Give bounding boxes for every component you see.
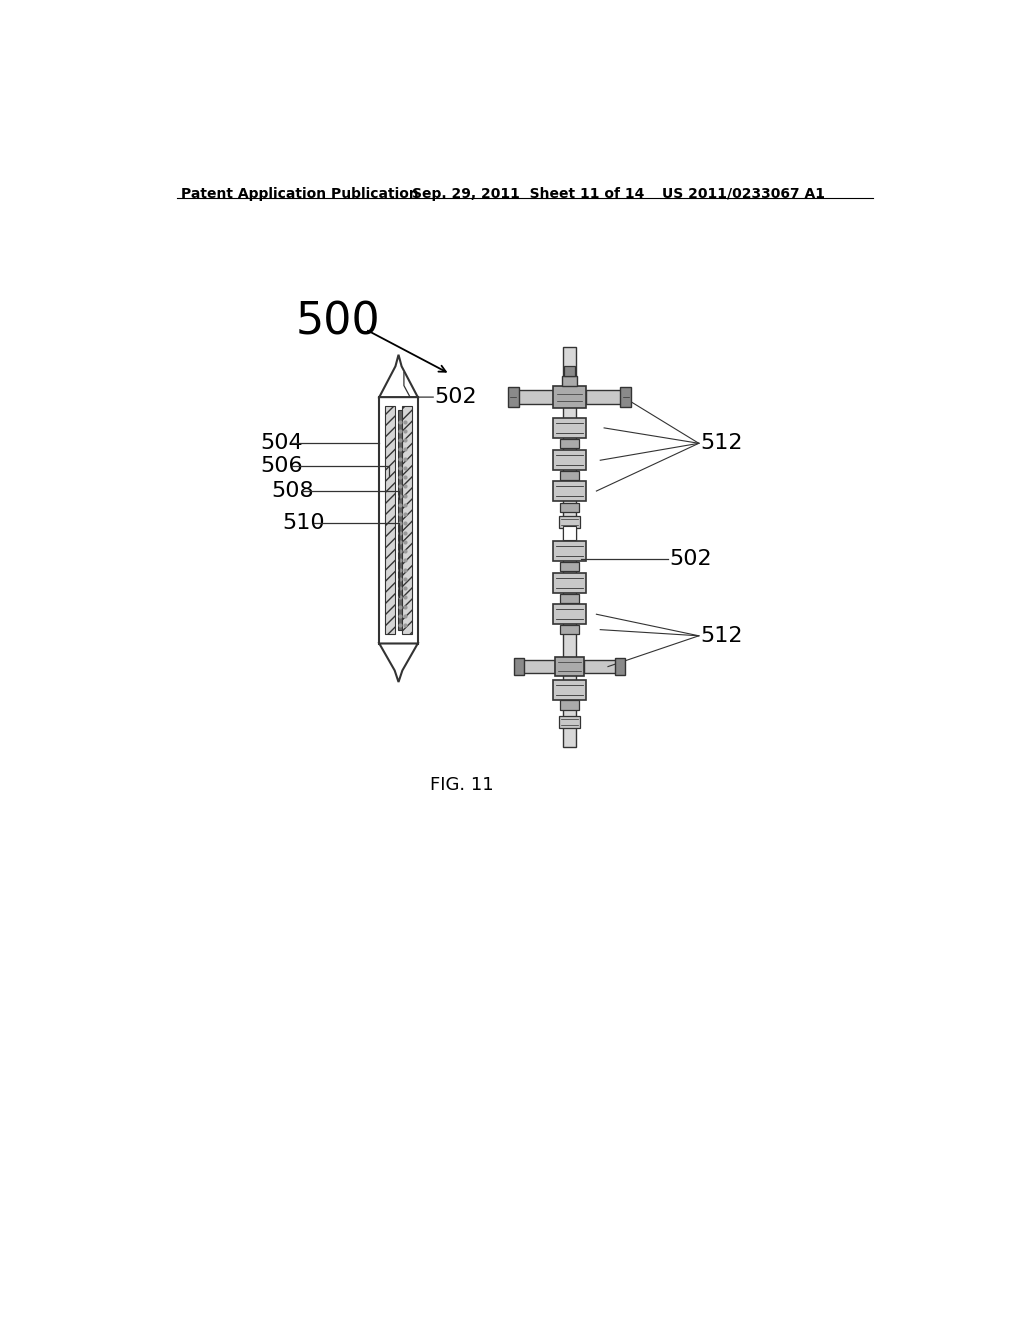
Bar (519, 660, 555, 673)
Bar (562, 347, 577, 747)
Bar (560, 626, 579, 635)
Bar (553, 605, 587, 624)
Text: 512: 512 (700, 433, 742, 453)
Polygon shape (379, 644, 418, 682)
Text: 502: 502 (670, 549, 712, 569)
Bar (560, 471, 579, 480)
Text: 510: 510 (283, 512, 325, 532)
Bar (560, 503, 579, 512)
Text: 502: 502 (435, 387, 477, 407)
Bar (560, 562, 579, 572)
Bar (560, 701, 579, 710)
Bar (508, 387, 518, 407)
Bar (553, 541, 587, 561)
Bar (553, 680, 587, 700)
Bar (564, 367, 574, 376)
Bar (379, 397, 418, 644)
Text: 506: 506 (260, 457, 302, 477)
Bar (560, 438, 579, 447)
Bar (397, 411, 410, 631)
Text: Patent Application Publication: Patent Application Publication (180, 187, 419, 201)
Bar (562, 376, 578, 387)
Bar (559, 715, 581, 729)
Bar (514, 659, 524, 675)
Bar (555, 657, 584, 676)
Bar (584, 660, 620, 673)
Text: Sep. 29, 2011  Sheet 11 of 14: Sep. 29, 2011 Sheet 11 of 14 (412, 187, 644, 201)
Bar (553, 418, 587, 438)
Text: 508: 508 (271, 480, 314, 502)
Text: FIG. 11: FIG. 11 (430, 776, 494, 793)
Bar (559, 516, 581, 528)
Text: 504: 504 (260, 433, 302, 453)
Polygon shape (379, 355, 418, 397)
Text: US 2011/0233067 A1: US 2011/0233067 A1 (662, 187, 825, 201)
Bar (513, 391, 553, 404)
Bar (553, 387, 586, 408)
Bar (560, 594, 579, 603)
Text: 500: 500 (296, 301, 381, 343)
Bar (553, 480, 587, 502)
Bar (553, 450, 587, 470)
Bar (614, 659, 625, 675)
Bar (621, 387, 631, 407)
Bar (402, 407, 412, 635)
Bar (586, 391, 626, 404)
Bar (553, 573, 587, 594)
Bar (385, 407, 394, 635)
Bar (562, 525, 577, 540)
Text: 512: 512 (700, 626, 742, 645)
